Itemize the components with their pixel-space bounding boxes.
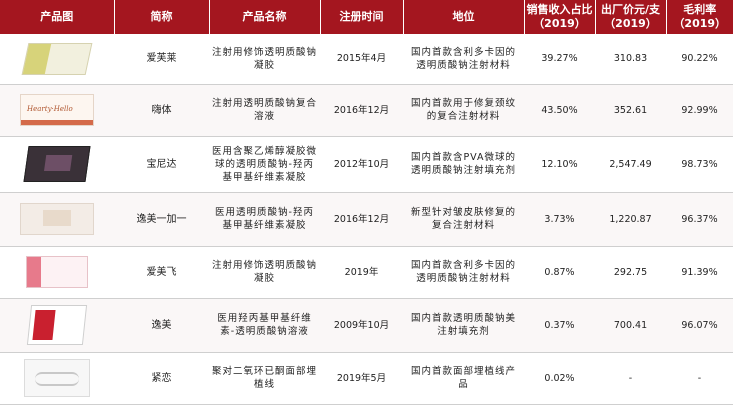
product-image-cell xyxy=(0,192,114,247)
sales-share: 3.73% xyxy=(524,192,595,247)
table-row: 爱芙莱 注射用修饰透明质酸钠凝胶 2015年4月 国内首款含利多卡因的透明质酸钠… xyxy=(0,34,733,85)
header-gross-margin: 毛利率（2019） xyxy=(666,0,733,34)
position: 国内首款用于修复颈纹的复合注射材料 xyxy=(403,84,524,137)
registration-date: 2016年12月 xyxy=(320,192,403,247)
short-name: 紧恋 xyxy=(114,352,209,405)
product-box-icon: Hearty·Hello xyxy=(20,94,94,126)
header-registration-date: 注册时间 xyxy=(320,0,404,34)
table-row: 逸美 医用羟丙基甲基纤维素-透明质酸钠溶液 2009年10月 国内首款透明质酸钠… xyxy=(0,298,733,353)
factory-price: 1,220.87 xyxy=(595,192,666,247)
registration-date: 2009年10月 xyxy=(320,298,403,353)
header-position: 地位 xyxy=(403,0,525,34)
product-name: 医用羟丙基甲基纤维素-透明质酸钠溶液 xyxy=(209,298,320,353)
table-row: 逸美一加一 医用透明质酸钠-羟丙基甲基纤维素凝胶 2016年12月 新型针对皱皮… xyxy=(0,192,733,247)
table-header-row: 产品图 简称 产品名称 注册时间 地位 销售收入占比（2019） 出厂价元/支（… xyxy=(0,0,733,34)
registration-date: 2012年10月 xyxy=(320,136,403,193)
product-box-icon xyxy=(26,256,88,288)
header-sales-share: 销售收入占比（2019） xyxy=(524,0,596,34)
product-box-icon xyxy=(20,203,94,235)
short-name: 逸美一加一 xyxy=(114,192,209,247)
factory-price: 310.83 xyxy=(595,34,666,85)
header-image: 产品图 xyxy=(0,0,115,34)
position: 国内首款含PVA微球的透明质酸钠注射填充剂 xyxy=(403,136,524,193)
position: 国内首款含利多卡因的透明质酸钠注射材料 xyxy=(403,246,524,299)
short-name: 嗨体 xyxy=(114,84,209,137)
product-name: 注射用透明质酸钠复合溶液 xyxy=(209,84,320,137)
product-image-cell xyxy=(0,246,114,299)
product-box-icon xyxy=(26,305,88,345)
factory-price: 352.61 xyxy=(595,84,666,137)
factory-price: 2,547.49 xyxy=(595,136,666,193)
gross-margin: 98.73% xyxy=(666,136,733,193)
short-name: 逸美 xyxy=(114,298,209,353)
short-name: 宝尼达 xyxy=(114,136,209,193)
product-name: 医用透明质酸钠-羟丙基甲基纤维素凝胶 xyxy=(209,192,320,247)
header-product-name: 产品名称 xyxy=(209,0,321,34)
gross-margin: 92.99% xyxy=(666,84,733,137)
product-box-icon xyxy=(21,42,93,75)
gross-margin: 91.39% xyxy=(666,246,733,299)
gross-margin: - xyxy=(666,352,733,405)
header-factory-price: 出厂价元/支（2019） xyxy=(595,0,667,34)
registration-date: 2016年12月 xyxy=(320,84,403,137)
product-box-icon xyxy=(24,359,90,397)
short-name: 爱美飞 xyxy=(114,246,209,299)
sales-share: 0.02% xyxy=(524,352,595,405)
sales-share: 0.87% xyxy=(524,246,595,299)
product-image-cell xyxy=(0,298,114,353)
position: 新型针对皱皮肤修复的复合注射材料 xyxy=(403,192,524,247)
gross-margin: 96.37% xyxy=(666,192,733,247)
factory-price: - xyxy=(595,352,666,405)
table-row: Hearty·Hello 嗨体 注射用透明质酸钠复合溶液 2016年12月 国内… xyxy=(0,84,733,137)
registration-date: 2019年5月 xyxy=(320,352,403,405)
product-name: 注射用修饰透明质酸钠凝胶 xyxy=(209,246,320,299)
header-short-name: 简称 xyxy=(114,0,210,34)
product-image-cell xyxy=(0,34,114,85)
product-name: 聚对二氧环已酮面部埋植线 xyxy=(209,352,320,405)
position: 国内首款含利多卡因的透明质酸钠注射材料 xyxy=(403,34,524,85)
short-name: 爱芙莱 xyxy=(114,34,209,85)
registration-date: 2019年 xyxy=(320,246,403,299)
position: 国内首款透明质酸钠美注射填充剂 xyxy=(403,298,524,353)
sales-share: 0.37% xyxy=(524,298,595,353)
sales-share: 12.10% xyxy=(524,136,595,193)
product-image-cell xyxy=(0,136,114,193)
factory-price: 292.75 xyxy=(595,246,666,299)
gross-margin: 96.07% xyxy=(666,298,733,353)
sales-share: 43.50% xyxy=(524,84,595,137)
position: 国内首款面部埋植线产品 xyxy=(403,352,524,405)
table-row: 爱美飞 注射用修饰透明质酸钠凝胶 2019年 国内首款含利多卡因的透明质酸钠注射… xyxy=(0,246,733,299)
product-image-cell: Hearty·Hello xyxy=(0,84,114,137)
table-row: 紧恋 聚对二氧环已酮面部埋植线 2019年5月 国内首款面部埋植线产品 0.02… xyxy=(0,352,733,405)
product-image-cell xyxy=(0,352,114,405)
product-name: 注射用修饰透明质酸钠凝胶 xyxy=(209,34,320,85)
product-name: 医用含聚乙烯醇凝胶微球的透明质酸钠-羟丙基甲基纤维素凝胶 xyxy=(209,136,320,193)
registration-date: 2015年4月 xyxy=(320,34,403,85)
gross-margin: 90.22% xyxy=(666,34,733,85)
product-box-icon xyxy=(23,146,91,182)
sales-share: 39.27% xyxy=(524,34,595,85)
table-row: 宝尼达 医用含聚乙烯醇凝胶微球的透明质酸钠-羟丙基甲基纤维素凝胶 2012年10… xyxy=(0,136,733,193)
factory-price: 700.41 xyxy=(595,298,666,353)
